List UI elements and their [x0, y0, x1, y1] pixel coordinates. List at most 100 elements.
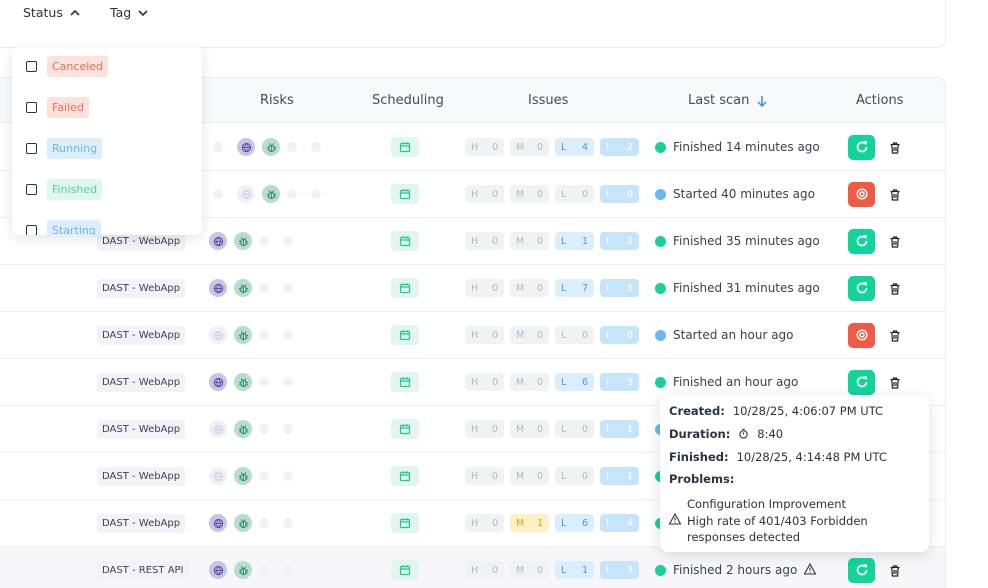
column-header-risks[interactable]: Risks — [260, 93, 294, 108]
globe-icon — [209, 232, 227, 250]
risk-placeholder — [311, 142, 321, 152]
last-scan-status[interactable]: Started an hour ago — [655, 328, 794, 342]
risks-cell — [209, 359, 307, 405]
scan-type-chip: DAST - REST API — [97, 560, 189, 580]
status-filter-button[interactable]: Status — [23, 5, 81, 20]
risks-cell — [209, 500, 307, 546]
globe-icon — [209, 561, 227, 579]
status-option-starting[interactable]: Starting — [26, 220, 101, 235]
bug-icon — [234, 326, 252, 344]
column-header-last-scan[interactable]: Last scan — [688, 93, 769, 108]
created-value: 10/28/25, 4:06:07 PM UTC — [732, 404, 884, 418]
risk-placeholder — [213, 189, 223, 199]
checkbox[interactable] — [26, 225, 37, 235]
calendar-icon[interactable] — [391, 137, 419, 157]
tag-filter-button[interactable]: Tag — [110, 5, 149, 20]
chevron-up-icon — [70, 9, 80, 16]
calendar-icon[interactable] — [391, 513, 419, 533]
trash-icon[interactable] — [888, 140, 902, 154]
trash-icon[interactable] — [888, 328, 902, 342]
sort-arrow-down-icon[interactable] — [755, 94, 769, 108]
risk-placeholder — [213, 142, 223, 152]
risk-placeholder — [283, 283, 293, 293]
checkbox[interactable] — [26, 102, 37, 113]
status-option-failed[interactable]: Failed — [26, 97, 89, 118]
column-header-scheduling[interactable]: Scheduling — [372, 93, 444, 108]
calendar-icon[interactable] — [391, 372, 419, 392]
status-pill-canceled: Canceled — [47, 56, 109, 77]
last-scan-text: Started 40 minutes ago — [673, 187, 815, 201]
problem-text: High rate of 401/403 Forbidden responses… — [687, 513, 868, 545]
calendar-icon[interactable] — [391, 466, 419, 486]
calendar-icon[interactable] — [391, 325, 419, 345]
stop-scan-button[interactable] — [848, 322, 875, 348]
calendar-icon[interactable] — [391, 231, 419, 251]
calendar-icon[interactable] — [391, 278, 419, 298]
status-option-running[interactable]: Running — [26, 138, 103, 159]
scan-type-chip: DAST - WebApp — [97, 419, 186, 439]
risk-placeholder — [259, 236, 269, 246]
rescan-button[interactable] — [848, 134, 875, 160]
risk-placeholder — [259, 424, 269, 434]
last-scan-status[interactable]: Finished 14 minutes ago — [655, 140, 820, 154]
risk-placeholder — [283, 565, 293, 575]
rescan-button[interactable] — [848, 275, 875, 301]
scan-type-chip: DAST - WebApp — [97, 513, 186, 533]
status-dot — [655, 376, 666, 388]
trash-icon[interactable] — [888, 281, 902, 295]
last-scan-status[interactable]: Finished 2 hours ago — [655, 562, 817, 578]
calendar-icon[interactable] — [391, 419, 419, 439]
status-dot — [655, 329, 666, 341]
globe-icon — [237, 185, 255, 203]
trash-icon[interactable] — [888, 234, 902, 248]
checkbox[interactable] — [26, 143, 37, 154]
rescan-button[interactable] — [848, 228, 875, 254]
bug-icon — [234, 420, 252, 438]
trash-icon[interactable] — [888, 187, 902, 201]
last-scan-status[interactable]: Finished 35 minutes ago — [655, 234, 820, 248]
status-option-canceled[interactable]: Canceled — [26, 56, 109, 77]
checkbox[interactable] — [26, 184, 37, 195]
rescan-button[interactable] — [848, 557, 875, 583]
trash-icon[interactable] — [888, 563, 902, 577]
trash-icon[interactable] — [888, 375, 902, 389]
bug-icon — [234, 279, 252, 297]
last-scan-status[interactable]: Finished an hour ago — [655, 375, 798, 389]
column-header-issues[interactable]: Issues — [528, 93, 569, 108]
last-scan-status[interactable]: Started 40 minutes ago — [655, 187, 815, 201]
created-label: Created: — [669, 404, 725, 418]
status-option-finished[interactable]: Finished — [26, 179, 103, 200]
rescan-button[interactable] — [848, 369, 875, 395]
calendar-icon[interactable] — [391, 184, 419, 204]
globe-icon — [237, 138, 255, 156]
checkbox[interactable] — [26, 61, 37, 72]
duration-value: 8:40 — [757, 427, 784, 441]
last-scan-status[interactable]: Finished 31 minutes ago — [655, 281, 820, 295]
stop-scan-button[interactable] — [848, 181, 875, 207]
calendar-icon[interactable] — [391, 560, 419, 580]
risk-placeholder — [287, 142, 297, 152]
tooltip-finished: Finished: 10/28/25, 4:14:48 PM UTC — [669, 450, 887, 464]
